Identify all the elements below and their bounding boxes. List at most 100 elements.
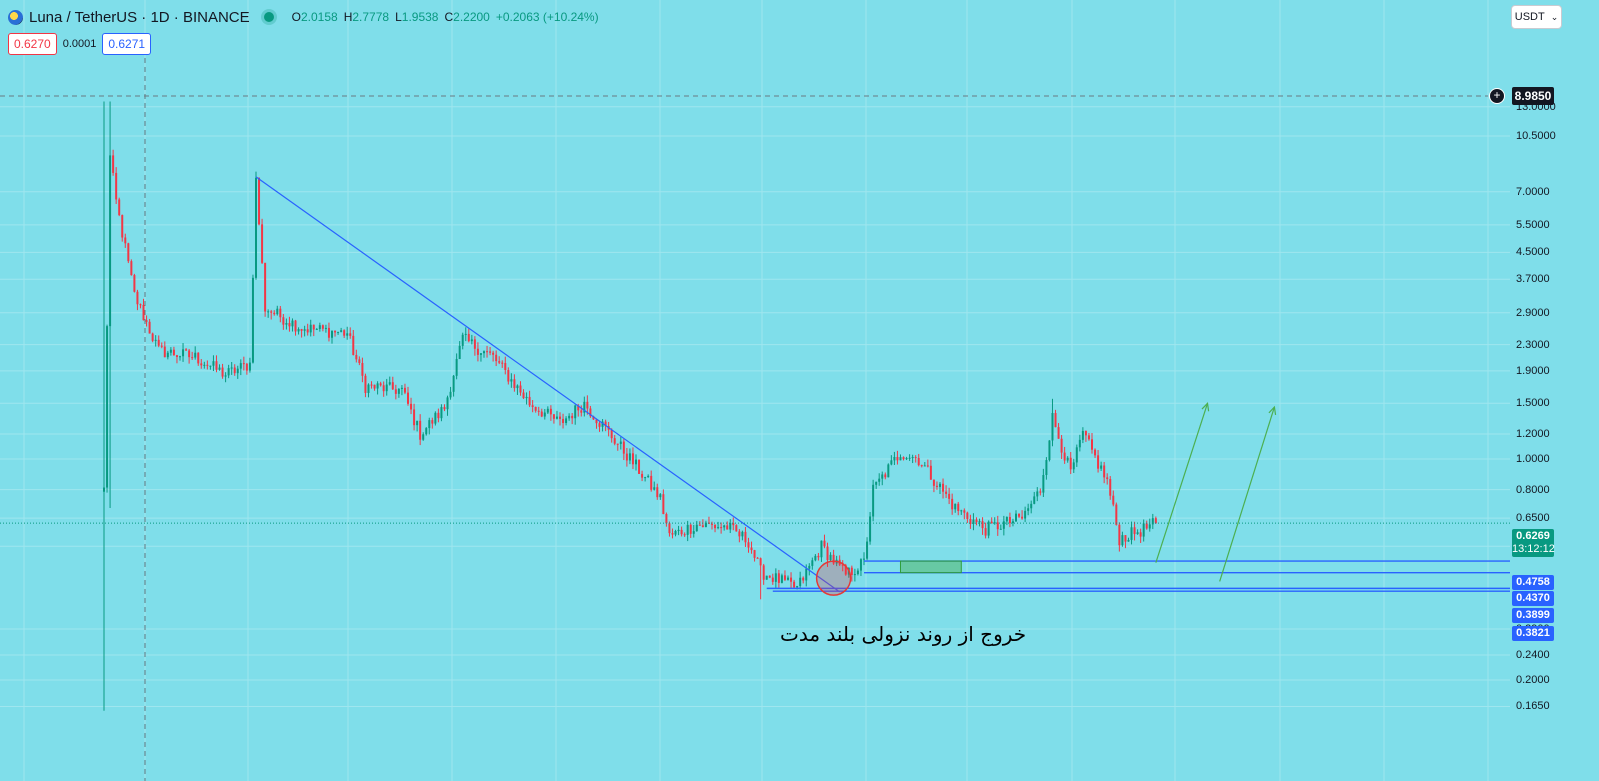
add-alert-plus-icon[interactable]: +: [1489, 88, 1505, 104]
candle-body: [1011, 521, 1014, 524]
candle-body: [349, 333, 352, 336]
candle-body: [589, 408, 592, 417]
candle-body: [689, 524, 692, 534]
trading-panel: 0.6270 0.0001 0.6271: [8, 33, 152, 55]
candles: [103, 101, 1157, 711]
candle-body: [516, 385, 519, 389]
candle-body: [1021, 516, 1024, 519]
candle-body: [504, 363, 507, 371]
candle-body: [826, 546, 829, 561]
candle-body: [279, 308, 282, 318]
candle-body: [969, 518, 972, 524]
candle-body: [677, 529, 680, 531]
candle-body: [814, 555, 817, 561]
candle-body: [601, 421, 604, 427]
candle-body: [905, 458, 908, 460]
candle-body: [1054, 413, 1057, 428]
candle-body: [565, 418, 568, 424]
candle-body: [115, 172, 118, 200]
axis-tick-label: 0.2000: [1516, 674, 1550, 687]
candle-body: [1136, 532, 1139, 535]
candle-body: [166, 352, 169, 358]
candle-body: [774, 573, 777, 582]
candle-body: [656, 487, 659, 498]
candle-body: [522, 392, 525, 399]
currency-selector[interactable]: USDT ⌄: [1511, 5, 1562, 29]
candle-body: [251, 277, 254, 363]
axis-tick-label: 3.7000: [1516, 273, 1550, 286]
luna-logo-icon: [8, 9, 23, 25]
candle-body: [893, 457, 896, 461]
candle-body: [449, 391, 452, 398]
candle-body: [999, 528, 1002, 530]
candle-body: [1103, 465, 1106, 478]
candle-body: [443, 407, 446, 410]
candle-body: [844, 565, 847, 575]
candle-body: [285, 323, 288, 325]
candle-body: [1005, 516, 1008, 522]
sell-button[interactable]: 0.6270: [8, 33, 57, 55]
candle-body: [498, 361, 501, 363]
candle-body: [996, 522, 999, 530]
candle-body: [273, 312, 276, 315]
candle-body: [951, 498, 954, 510]
candle-body: [400, 387, 403, 389]
candle-body: [987, 521, 990, 536]
candle-body: [780, 575, 783, 583]
candle-body: [1124, 535, 1127, 542]
candle-body: [340, 330, 343, 332]
candle-body: [948, 493, 951, 499]
candle-body: [373, 384, 376, 389]
candle-body: [276, 308, 279, 315]
candle-body: [759, 558, 762, 566]
candle-body: [1127, 539, 1130, 542]
candle-body: [446, 397, 449, 410]
candle-body: [1130, 527, 1133, 540]
candle-body: [267, 311, 270, 313]
candle-body: [698, 524, 701, 526]
candle-body: [403, 387, 406, 393]
candle-body: [318, 325, 321, 330]
candle-body: [1066, 457, 1069, 461]
candle-body: [762, 565, 765, 580]
candle-body: [261, 224, 264, 263]
candle-body: [966, 512, 969, 519]
candle-body: [711, 523, 713, 525]
candle-body: [914, 457, 917, 459]
candle-body: [631, 453, 634, 465]
candle-body: [756, 557, 759, 559]
candle-body: [695, 524, 698, 532]
candle-body: [394, 389, 397, 394]
candle-body: [361, 362, 364, 376]
candle-body: [513, 379, 516, 389]
candle-body: [714, 524, 717, 529]
candle-body: [735, 525, 738, 532]
candle-body: [832, 554, 835, 564]
candle-body: [942, 483, 945, 492]
candle-body: [881, 474, 884, 479]
candle-body: [768, 575, 771, 578]
buy-button[interactable]: 0.6271: [102, 33, 152, 55]
candle-body: [668, 523, 671, 534]
target-arrowhead: [1201, 401, 1210, 412]
candle-body: [853, 574, 856, 576]
candle-body: [151, 333, 154, 341]
candle-body: [610, 429, 613, 439]
candle-body: [732, 523, 735, 526]
candle-body: [145, 320, 148, 322]
candle-body: [479, 353, 482, 355]
symbol-title[interactable]: Luna / TetherUS · 1D · BINANCE: [29, 8, 250, 26]
candle-body: [1087, 435, 1090, 440]
candle-body: [206, 364, 209, 366]
candle-body: [799, 577, 802, 587]
candle-body: [534, 406, 537, 411]
candle-body: [355, 354, 358, 360]
candle-body: [136, 291, 139, 305]
candle-body: [489, 351, 492, 353]
candle-body: [258, 177, 261, 225]
candle-body: [492, 352, 495, 355]
candle-body: [458, 345, 461, 359]
market-status-icon[interactable]: [263, 12, 274, 22]
candle-body: [215, 361, 218, 370]
